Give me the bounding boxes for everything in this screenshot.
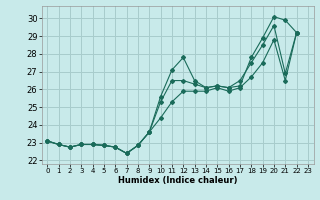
X-axis label: Humidex (Indice chaleur): Humidex (Indice chaleur)	[118, 176, 237, 185]
